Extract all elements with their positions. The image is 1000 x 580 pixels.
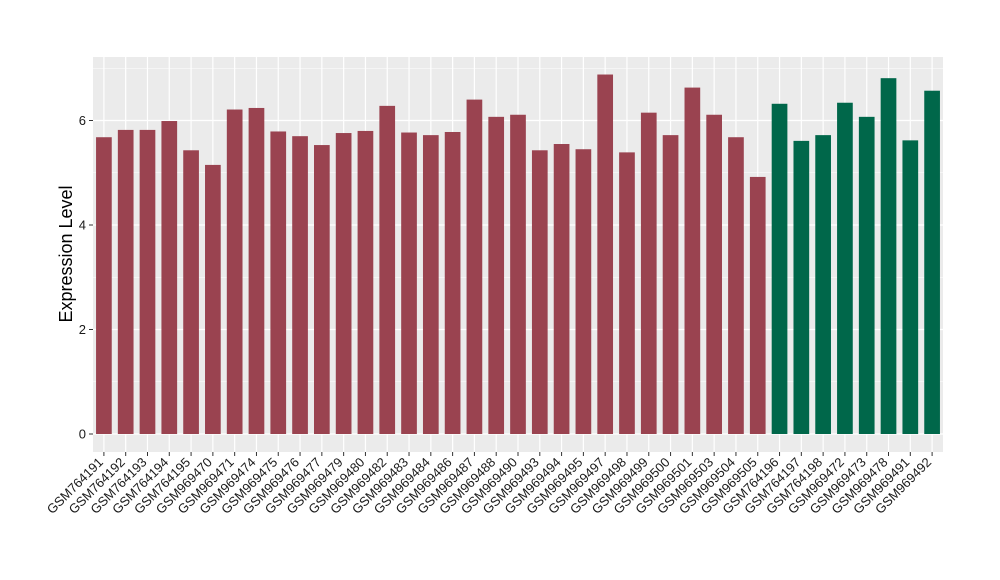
bar-GSM969482 (379, 105, 396, 435)
bar-GSM969499 (640, 112, 657, 434)
bar-GSM764194 (161, 121, 178, 435)
bar-GSM764195 (183, 150, 199, 434)
bar-GSM969492 (924, 90, 940, 434)
bar-GSM764193 (139, 129, 156, 434)
bar-GSM969470 (205, 164, 221, 434)
bar-GSM969484 (422, 135, 439, 434)
bar-GSM764198 (815, 135, 831, 434)
bar-GSM969473 (858, 116, 875, 434)
y-tick-label: 2 (79, 322, 86, 337)
bar-GSM969483 (401, 132, 417, 434)
bar-GSM764191 (96, 137, 112, 434)
bar-GSM969490 (510, 114, 526, 434)
bar-GSM969503 (706, 114, 722, 434)
bar-GSM969480 (357, 130, 374, 434)
bar-GSM969504 (728, 137, 744, 434)
bar-GSM969487 (466, 99, 483, 434)
bar-GSM969472 (837, 102, 853, 435)
bar-GSM764196 (771, 103, 788, 434)
y-axis-label: Expression Level (56, 185, 76, 322)
bar-GSM969493 (531, 150, 548, 434)
y-axis: 0 2 4 6 (79, 113, 93, 442)
bar-GSM969501 (684, 87, 701, 435)
bar-GSM969486 (444, 131, 461, 434)
x-axis: GSM764191GSM764192GSM764193GSM764194GSM7… (44, 452, 934, 517)
bar-GSM969495 (575, 149, 592, 435)
bar-GSM969491 (902, 140, 919, 435)
bar-GSM969477 (314, 145, 330, 434)
bar-GSM764197 (793, 140, 810, 434)
bar-GSM969476 (292, 136, 308, 435)
bar-GSM969500 (662, 135, 679, 434)
bar-GSM969471 (226, 109, 243, 434)
bar-GSM969498 (619, 152, 635, 434)
bar-GSM969497 (597, 74, 614, 435)
bar-GSM969478 (880, 78, 897, 435)
bar-GSM969474 (248, 107, 265, 435)
bar-GSM969505 (749, 176, 766, 434)
y-tick-label: 6 (79, 113, 86, 128)
bar-GSM969475 (270, 131, 287, 434)
y-tick-label: 4 (79, 218, 86, 233)
bar-GSM764192 (117, 129, 134, 434)
bar-GSM969479 (335, 133, 352, 435)
bar-GSM969494 (553, 144, 570, 434)
bars (96, 74, 940, 435)
y-tick-label: 0 (79, 427, 86, 442)
bar-GSM969488 (488, 116, 505, 434)
